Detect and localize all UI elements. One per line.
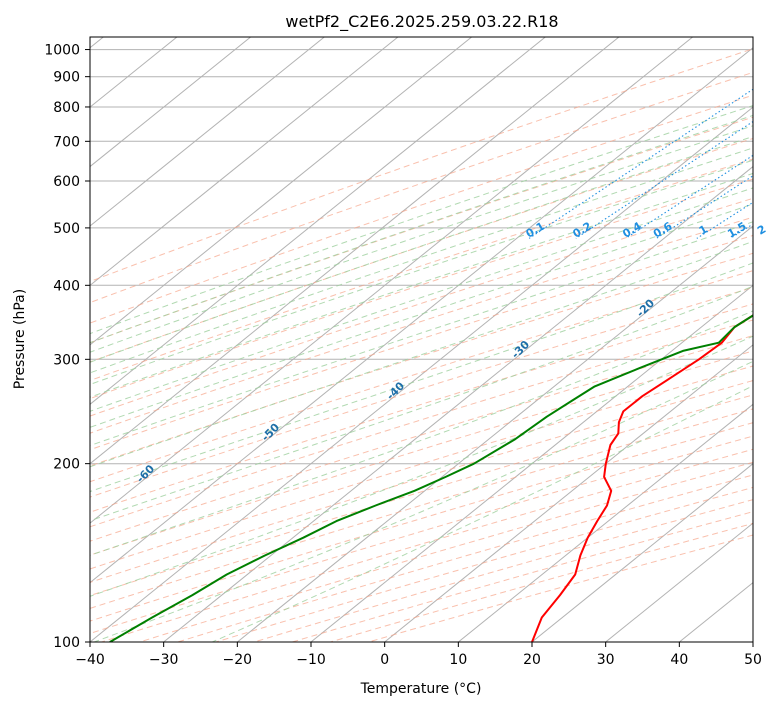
dry-adiabat-line — [90, 178, 753, 400]
y-tick-label: 600 — [53, 174, 80, 190]
y-tick-label: 100 — [53, 635, 80, 651]
dry-adiabat-line — [90, 365, 753, 570]
x-tick-label: −30 — [149, 652, 179, 668]
dry-adiabat-line — [90, 252, 753, 467]
isotherm-line — [531, 463, 753, 642]
mixing-ratio-line — [575, 120, 753, 239]
y-axis-label: Pressure (hPa) — [12, 289, 28, 389]
moist-adiabat-line — [90, 285, 753, 522]
isotherm-line — [90, 47, 753, 584]
isotherm-line — [90, 37, 620, 465]
chart-title: wetPf2_C2E6.2025.259.03.22.R18 — [285, 12, 558, 32]
y-tick-label: 900 — [53, 70, 80, 86]
x-tick-label: 40 — [670, 652, 688, 668]
y-tick-label: 700 — [53, 134, 80, 150]
dry-adiabat-line — [90, 116, 753, 344]
x-tick-label: 50 — [744, 652, 762, 668]
x-axis-label: Temperature (°C) — [360, 681, 482, 697]
moist-adiabat-line — [90, 203, 753, 428]
temperature-profile-line — [531, 314, 753, 642]
x-tick-label: 30 — [597, 652, 615, 668]
x-tick-label: 20 — [523, 652, 541, 668]
dry-adiabat-line — [90, 48, 753, 283]
x-tick-label: −10 — [296, 652, 326, 668]
isotherm-line — [457, 403, 753, 642]
background-lines — [90, 37, 753, 642]
plot-frame — [89, 36, 754, 643]
moist-adiabat-line — [90, 105, 753, 335]
x-tick-label: 10 — [449, 652, 467, 668]
dry-adiabat-line — [90, 216, 753, 434]
axes: −40 −30 −20 −10 0 10 20 30 40 50 100 200 300 400 500 60… — [44, 43, 762, 668]
isotherm-line — [90, 37, 326, 227]
isotherm-line — [383, 344, 753, 642]
dry-adiabat-line — [90, 94, 753, 324]
x-tick-label: −40 — [75, 652, 105, 668]
isotherm-line — [90, 37, 399, 287]
y-tick-label: 1000 — [44, 43, 80, 59]
moist-adiabat-line — [90, 147, 753, 374]
dewpoint-profile-line — [109, 314, 753, 642]
x-tick-label: −20 — [223, 652, 253, 668]
moist-adiabat-line — [90, 172, 753, 398]
moist-adiabat-line — [212, 385, 753, 642]
moist-adiabat-line — [90, 114, 753, 344]
dry-adiabat-line — [90, 71, 753, 304]
mixing-ratio-line — [625, 154, 753, 239]
isotherm-line — [604, 522, 753, 642]
y-tick-label: 500 — [53, 221, 80, 237]
y-tick-label: 200 — [53, 457, 80, 473]
dry-adiabat-line — [90, 286, 753, 498]
isotherm-line — [236, 225, 753, 642]
moist-adiabat-line — [90, 310, 753, 556]
profile-lines — [109, 314, 753, 642]
moist-adiabat-line — [90, 335, 753, 597]
isotherm-line — [90, 37, 547, 405]
moist-adiabat-line — [94, 360, 753, 642]
dry-adiabat-line — [90, 335, 753, 542]
y-tick-label: 300 — [53, 352, 80, 368]
isotherm-line — [90, 37, 473, 346]
y-tick-label: 800 — [53, 100, 80, 116]
x-tick-label: 0 — [380, 652, 389, 668]
dry-adiabat-line — [90, 303, 753, 513]
y-tick-label: 400 — [53, 278, 80, 294]
moist-adiabat-line — [90, 262, 753, 493]
dry-adiabat-line — [90, 270, 753, 483]
isotherm-line — [90, 37, 252, 168]
moist-adiabat-line — [90, 125, 753, 353]
